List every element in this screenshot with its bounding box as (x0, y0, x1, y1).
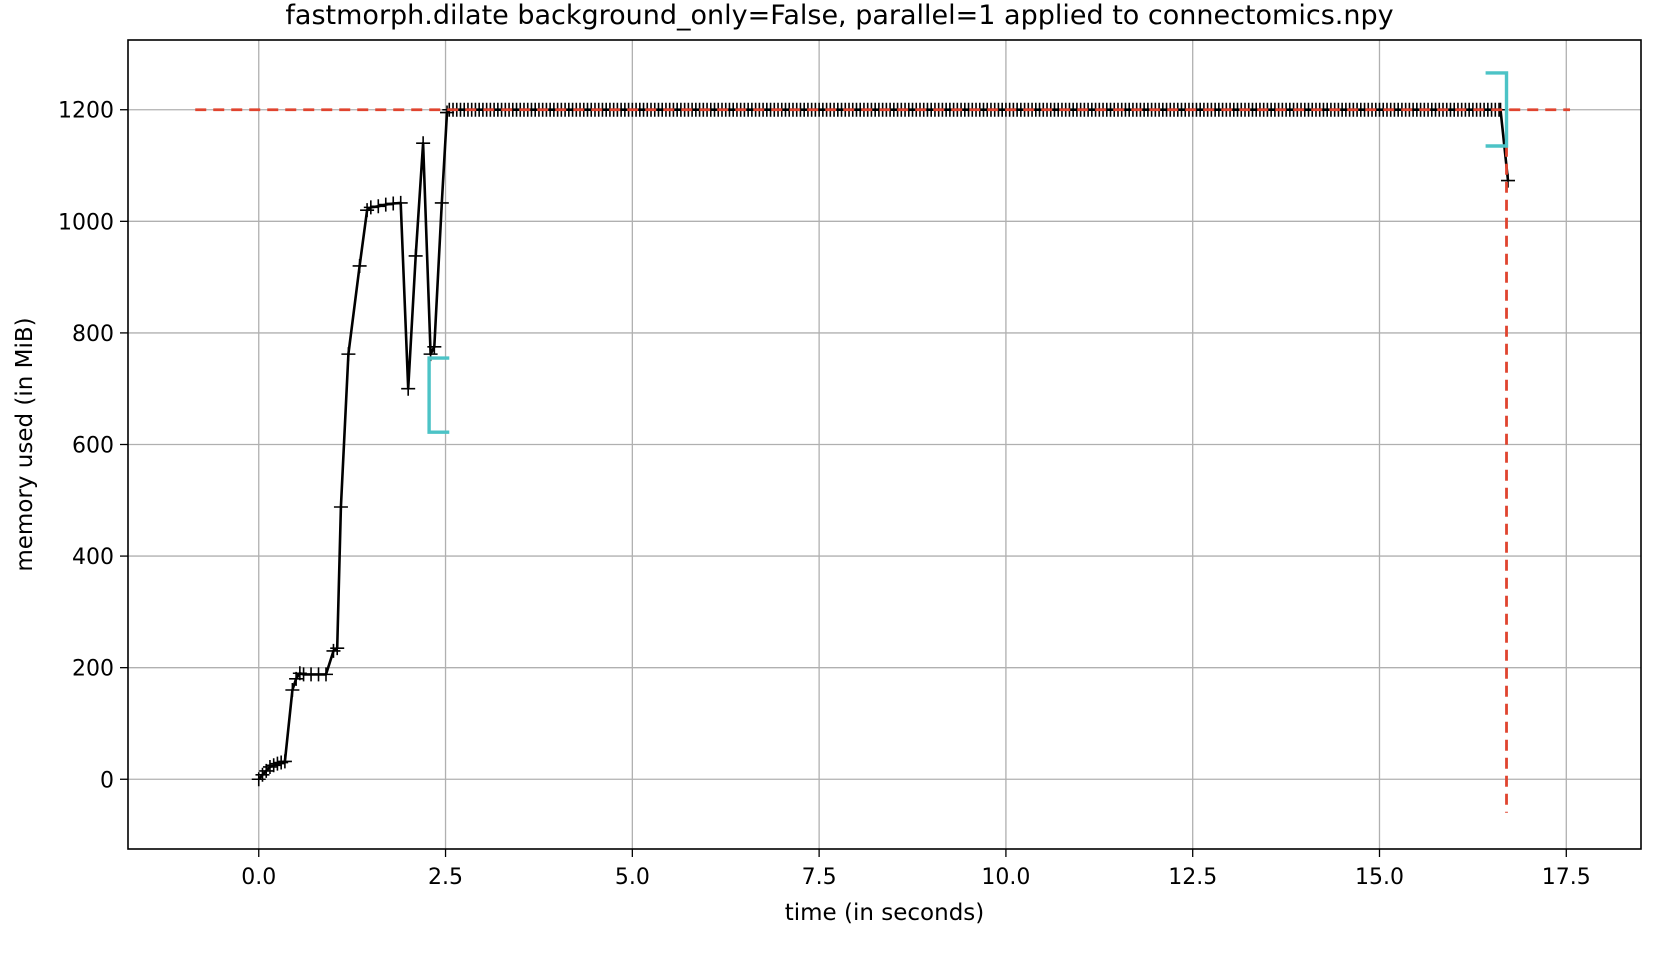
data-point (326, 643, 341, 658)
data-point (330, 641, 345, 656)
y-tick-label: 400 (72, 545, 114, 570)
data-layer (195, 71, 1571, 813)
data-point (262, 759, 277, 774)
x-tick-label: 17.5 (1542, 865, 1591, 890)
data-point (274, 755, 289, 770)
chart-title: fastmorph.dilate background_only=False, … (285, 0, 1393, 31)
data-point (1501, 173, 1516, 188)
data-point (333, 499, 348, 514)
grid-lines (128, 40, 1641, 849)
function-bracket (1485, 71, 1509, 148)
data-point (378, 197, 393, 212)
data-point (434, 195, 449, 210)
y-tick-label: 600 (72, 434, 114, 459)
data-point (371, 199, 386, 214)
y-tick-label: 1000 (58, 210, 114, 235)
data-point (277, 754, 292, 769)
data-point (352, 258, 367, 273)
x-tick-label: 2.5 (428, 865, 463, 890)
y-tick-label: 0 (100, 768, 114, 793)
data-point (393, 195, 408, 210)
x-tick-label: 5.0 (615, 865, 650, 890)
data-point (289, 671, 304, 686)
data-point (401, 381, 416, 396)
function-bracket (427, 356, 450, 434)
plot-frame (127, 39, 1642, 850)
data-point (360, 203, 375, 218)
y-tick-label: 800 (72, 322, 114, 347)
y-axis-label: memory used (in MiB) (12, 317, 38, 571)
x-tick-label: 10.0 (981, 865, 1030, 890)
x-tick-label: 15.0 (1355, 865, 1404, 890)
data-point (363, 200, 378, 215)
x-axis-label: time (in seconds) (785, 900, 985, 926)
data-point (416, 136, 431, 151)
data-point (285, 682, 300, 697)
x-tick-label: 7.5 (802, 865, 837, 890)
data-point (440, 105, 455, 120)
data-point (292, 666, 307, 681)
data-point (341, 347, 356, 362)
data-point (266, 758, 281, 773)
data-point (408, 248, 423, 263)
axes: 0.0 2.5 5.0 7.5 10.0 12.5 15.0 17.5 0 200 400 600 80… (58, 39, 1642, 890)
y-tick-label: 200 (72, 657, 114, 682)
data-point (318, 667, 333, 682)
data-point (427, 339, 442, 354)
x-tick-label: 0.0 (241, 865, 276, 890)
x-tick-label: 12.5 (1168, 865, 1217, 890)
y-tick-label: 1200 (58, 99, 114, 124)
data-point (270, 756, 285, 771)
